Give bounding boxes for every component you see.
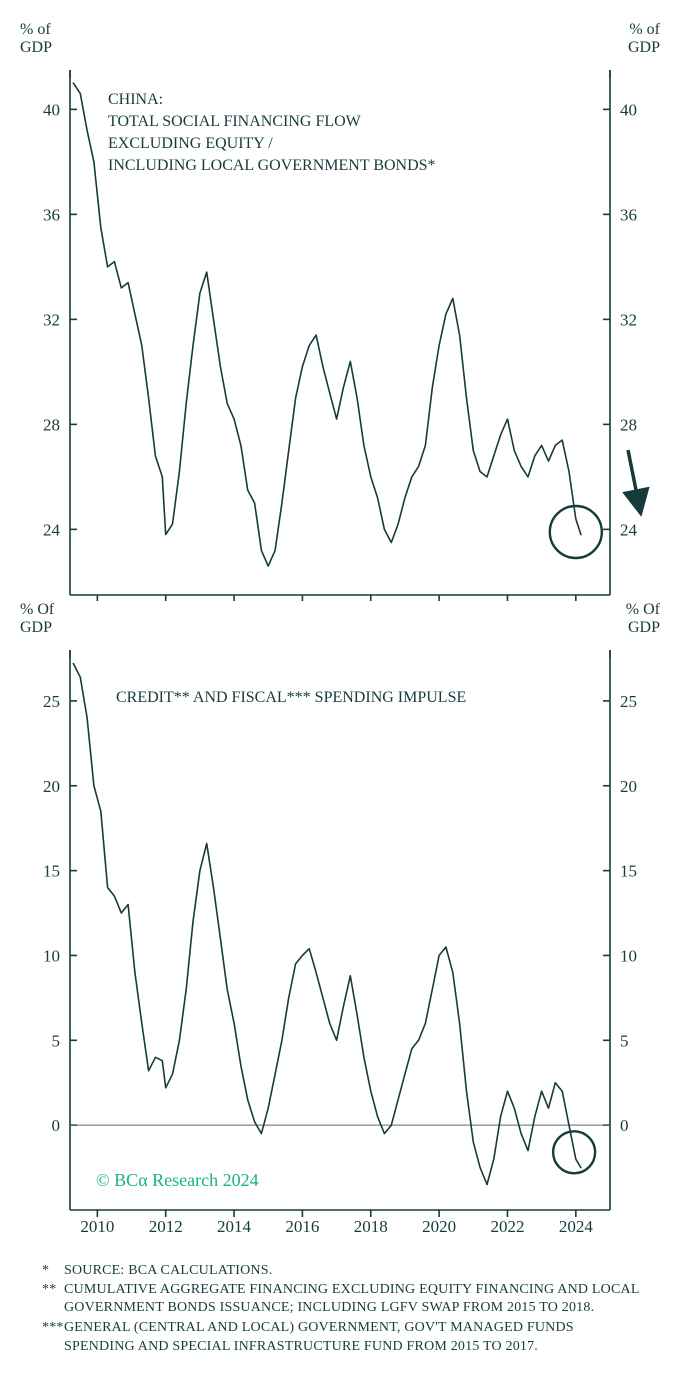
copyright-text: © BCα Research 2024: [96, 1170, 259, 1190]
ytick-right: 0: [620, 1116, 629, 1135]
series-line: [73, 83, 581, 566]
footnote-2: ** CUMULATIVE AGGREGATE FINANCING EXCLUD…: [42, 1281, 657, 1317]
footnote-3: *** GENERAL (CENTRAL AND LOCAL) GOVERNME…: [42, 1319, 657, 1337]
y-axis-label-right-2: GDP: [628, 619, 660, 636]
y-axis-label-right-1: % of: [629, 21, 660, 38]
xtick-label: 2012: [149, 1217, 183, 1236]
ytick-left: 25: [43, 692, 60, 711]
chart-page: 24242828323236364040% ofGDP% ofGDPCHINA:…: [0, 0, 677, 1389]
xtick-label: 2024: [559, 1217, 594, 1236]
y-axis-label-left-1: % Of: [20, 601, 55, 618]
y-axis-label-left-2: GDP: [20, 619, 52, 636]
xtick-label: 2010: [80, 1217, 114, 1236]
footnotes-block: * SOURCE: BCA CALCULATIONS. ** CUMULATIV…: [42, 1262, 657, 1357]
ytick-right: 20: [620, 777, 637, 796]
ytick-right: 24: [620, 520, 638, 539]
chart-title-line: INCLUDING LOCAL GOVERNMENT BONDS*: [108, 157, 436, 174]
xtick-label: 2022: [490, 1217, 524, 1236]
ytick-left: 20: [43, 777, 60, 796]
ytick-left: 5: [52, 1031, 61, 1050]
ytick-left: 32: [43, 310, 60, 329]
footnote-1: * SOURCE: BCA CALCULATIONS.: [42, 1262, 657, 1280]
ytick-right: 25: [620, 692, 637, 711]
ytick-left: 0: [52, 1116, 61, 1135]
trend-arrow-icon: [628, 450, 640, 510]
footnote-4: SPENDING AND SPECIAL INFRASTRUCTURE FUND…: [42, 1338, 657, 1356]
ytick-left: 36: [43, 205, 60, 224]
ytick-right: 40: [620, 100, 637, 119]
y-axis-label-right-1: % Of: [626, 601, 661, 618]
xtick-label: 2018: [354, 1217, 388, 1236]
charts-svg: 24242828323236364040% ofGDP% ofGDPCHINA:…: [0, 0, 677, 1260]
ytick-left: 40: [43, 100, 60, 119]
ytick-left: 10: [43, 946, 60, 965]
chart-title-line: CREDIT** AND FISCAL*** SPENDING IMPULSE: [116, 689, 466, 706]
series-line: [73, 664, 581, 1185]
ytick-right: 15: [620, 862, 637, 881]
xtick-label: 2016: [285, 1217, 319, 1236]
ytick-left: 15: [43, 862, 60, 881]
xtick-label: 2014: [217, 1217, 252, 1236]
chart-title-line: TOTAL SOCIAL FINANCING FLOW: [108, 113, 362, 130]
ytick-right: 36: [620, 205, 637, 224]
y-axis-label-left-2: GDP: [20, 39, 52, 56]
ytick-left: 24: [43, 520, 61, 539]
ytick-right: 32: [620, 310, 637, 329]
ytick-right: 10: [620, 946, 637, 965]
chart-title-line: EXCLUDING EQUITY /: [108, 135, 273, 152]
ytick-right: 28: [620, 415, 637, 434]
xtick-label: 2020: [422, 1217, 456, 1236]
y-axis-label-left-1: % of: [20, 21, 51, 38]
chart-title-line: CHINA:: [108, 91, 163, 108]
y-axis-label-right-2: GDP: [628, 39, 660, 56]
ytick-left: 28: [43, 415, 60, 434]
ytick-right: 5: [620, 1031, 629, 1050]
